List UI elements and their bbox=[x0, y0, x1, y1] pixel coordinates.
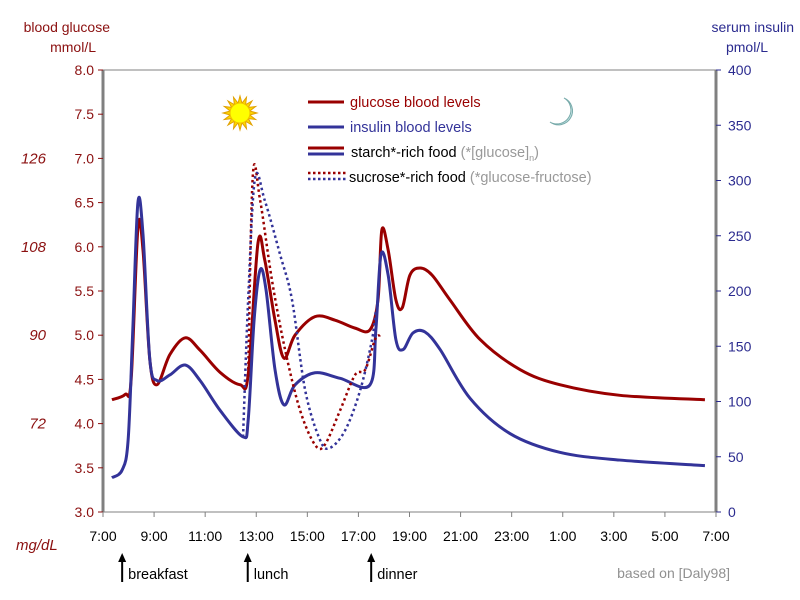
left-tick-label: 7.0 bbox=[75, 150, 95, 166]
mgdl-tick-label: 126 bbox=[21, 150, 47, 167]
x-tick-label: 17:00 bbox=[341, 528, 376, 544]
left-tick-label: 6.5 bbox=[75, 195, 95, 211]
right-tick-label: 0 bbox=[728, 504, 736, 520]
legend-label-insulin: insulin blood levels bbox=[350, 120, 472, 136]
moon-icon bbox=[549, 97, 573, 126]
legend-label-glucose: glucose blood levels bbox=[350, 95, 481, 111]
left-tick-label: 7.5 bbox=[75, 106, 95, 122]
x-tick-label: 5:00 bbox=[651, 528, 678, 544]
credit: based on [Daly98] bbox=[617, 565, 730, 581]
left-axis-label-2: mmol/L bbox=[50, 39, 96, 55]
x-tick-label: 7:00 bbox=[702, 528, 729, 544]
sun-icon bbox=[221, 94, 259, 132]
x-tick-label: 11:00 bbox=[188, 528, 222, 544]
right-axis-label-1: serum insulin bbox=[712, 19, 794, 35]
annotation-label-dinner: dinner bbox=[377, 567, 417, 583]
legend: glucose blood levels insulin blood level… bbox=[308, 95, 592, 186]
arrow-head-icon bbox=[243, 553, 252, 562]
legend-label-starch: starch*-rich food (*[glucose]n) bbox=[351, 145, 539, 163]
mgdl-tick-label: 90 bbox=[29, 327, 46, 344]
right-tick-label: 250 bbox=[728, 228, 752, 244]
x-tick-label: 9:00 bbox=[140, 528, 167, 544]
right-tick-label: 200 bbox=[728, 283, 752, 299]
x-tick-label: 1:00 bbox=[549, 528, 576, 544]
sucrose-note: (*glucose-fructose) bbox=[470, 170, 592, 186]
left-tick-label: 6.0 bbox=[75, 239, 95, 255]
series-line-0 bbox=[111, 217, 706, 402]
left-tick-label: 3.5 bbox=[75, 460, 95, 476]
starch-label: starch*-rich food bbox=[351, 145, 457, 161]
x-tick-label: 15:00 bbox=[290, 528, 325, 544]
right-tick-label: 300 bbox=[728, 173, 752, 189]
right-tick-label: 150 bbox=[728, 338, 752, 354]
annotation-label-breakfast: breakfast bbox=[128, 567, 188, 583]
left-axis-label-1: blood glucose bbox=[24, 19, 111, 35]
legend-label-sucrose: sucrose*-rich food (*glucose-fructose) bbox=[349, 170, 592, 186]
x-tick-label: 21:00 bbox=[443, 528, 478, 544]
starch-note-end: ) bbox=[534, 145, 539, 161]
x-tick-label: 13:00 bbox=[239, 528, 274, 544]
left-tick-label: 4.0 bbox=[75, 416, 95, 432]
annotation-label-lunch: lunch bbox=[254, 567, 289, 583]
arrow-head-icon bbox=[367, 553, 376, 562]
mgdl-tick-label: 108 bbox=[21, 239, 47, 256]
x-tick-label: 23:00 bbox=[494, 528, 529, 544]
right-tick-label: 100 bbox=[728, 394, 752, 410]
series-line-2 bbox=[246, 163, 381, 451]
right-axis-label-2: pmol/L bbox=[726, 39, 768, 55]
sucrose-label: sucrose*-rich food bbox=[349, 170, 466, 186]
left-tick-label: 8.0 bbox=[75, 62, 95, 78]
right-tick-label: 400 bbox=[728, 62, 752, 78]
x-tick-label: 7:00 bbox=[89, 528, 116, 544]
series-line-1 bbox=[111, 195, 706, 480]
left-tick-label: 3.0 bbox=[75, 504, 95, 520]
right-tick-label: 350 bbox=[728, 117, 752, 133]
left-tick-label: 4.5 bbox=[75, 371, 95, 387]
arrow-head-icon bbox=[118, 553, 127, 562]
mgdl-tick-label: 72 bbox=[29, 416, 46, 433]
mgdl-unit: mg/dL bbox=[16, 537, 58, 554]
left-tick-label: 5.5 bbox=[75, 283, 95, 299]
starch-note: (*[glucose] bbox=[461, 145, 530, 161]
right-tick-label: 50 bbox=[728, 449, 744, 465]
series-line-3 bbox=[241, 171, 378, 450]
starch-sub: n bbox=[529, 153, 534, 163]
x-tick-label: 3:00 bbox=[600, 528, 627, 544]
x-tick-label: 19:00 bbox=[392, 528, 427, 544]
left-tick-label: 5.0 bbox=[75, 327, 95, 343]
